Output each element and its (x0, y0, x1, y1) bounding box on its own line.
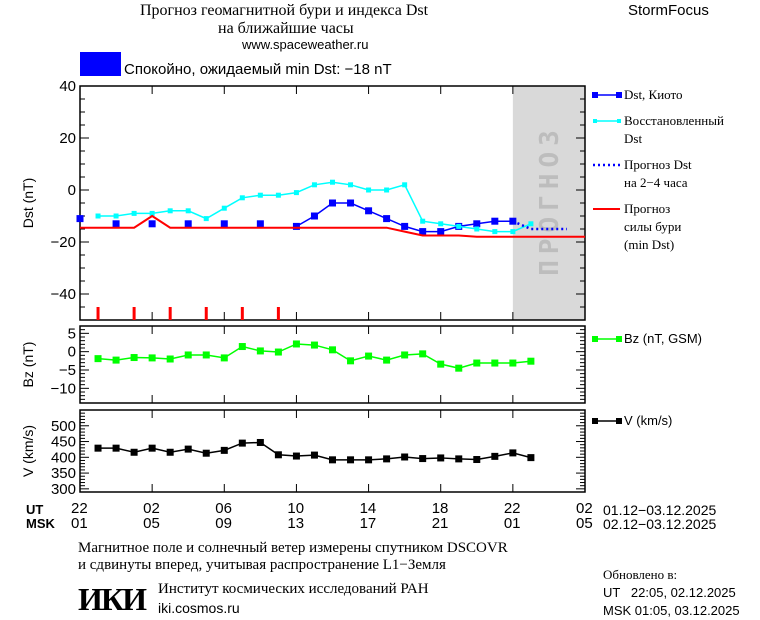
legend-forecast-2: на 2−4 часа (624, 175, 688, 190)
legend-symbol-dst-kyoto-marker (592, 92, 598, 98)
series-Dst,-Киото-point (148, 220, 156, 228)
y-tick-label: −5 (59, 362, 76, 379)
brand-label: StormFocus (628, 2, 709, 19)
chart-subtitle: на ближайшие часы (218, 20, 354, 37)
y-tick-label: 350 (51, 465, 76, 482)
y-tick-label: 0 (68, 344, 76, 361)
legend-restored-2: Dst (624, 131, 643, 146)
status-color-box (80, 52, 121, 76)
y-axis-label: Dst (nT) (20, 178, 36, 229)
legend-symbol-restored-marker (617, 119, 621, 123)
msk-tick-label: 05 (143, 515, 160, 532)
series-Bz-(nT,-GSM)-line (97, 343, 531, 369)
y-tick-label: −40 (51, 286, 76, 303)
legend-restored-1: Восстановленный (624, 113, 724, 128)
legend-storm-2: силы бури (624, 219, 682, 234)
series-Прогноз-силы-бури-(min-Dst)-line (80, 214, 585, 238)
y-tick-label: 500 (51, 418, 76, 435)
series-Dst,-Киото-point (220, 220, 228, 228)
forecast-region (512, 86, 585, 320)
msk-tick-label: 13 (287, 515, 305, 532)
y-tick-label: 450 (51, 434, 76, 451)
y-tick-label: 300 (51, 481, 76, 498)
institute-link[interactable]: iki.cosmos.ru (158, 600, 240, 616)
ut-tick-label: 22 (71, 500, 88, 517)
ut-tick-label: 18 (431, 500, 449, 517)
forecast-region-label: ПРОГНОЗ (535, 124, 565, 276)
legend-symbol-bz-marker (616, 336, 622, 342)
updated-ut: UT 22:05, 02.12.2025 (603, 585, 736, 600)
status-text: Спокойно, ожидаемый min Dst: −18 nT (124, 61, 392, 78)
legend-v: V (km/s) (624, 413, 673, 428)
plot-frame-2 (79, 409, 586, 493)
chart-title: Прогноз геомагнитной бури и индекса Dst (140, 2, 429, 19)
ut-tick-label: 22 (503, 500, 521, 517)
website-link[interactable]: www.spaceweather.ru (242, 37, 369, 52)
y-tick-label: 0 (68, 182, 76, 199)
ut-tick-label: 14 (359, 500, 377, 517)
msk-tick-label: 01 (71, 515, 88, 532)
legend-forecast-1: Прогноз Dst (624, 157, 692, 172)
msk-tick-label: 05 (576, 515, 593, 532)
y-tick-label: −10 (51, 380, 76, 397)
y-tick-label: 20 (59, 130, 76, 147)
series-Прогноз-Dst-на-2−4-часа-line (512, 220, 567, 231)
y-axis-label: Bz (nT) (20, 342, 36, 388)
y-tick-label: −20 (51, 234, 76, 251)
updated-label: Обновлено в: (603, 567, 678, 582)
series-Dst,-Киото-point (76, 215, 84, 223)
series-Dst,-Киото-line (296, 202, 513, 233)
legend-storm-3: (min Dst) (624, 237, 675, 252)
ut-tick-label: 02 (143, 500, 160, 517)
legend-symbol-v-marker (616, 418, 622, 424)
plot-frame-1 (79, 325, 586, 404)
msk-tick-label: 09 (215, 515, 232, 532)
series-Восстановленный-Dst-line (98, 181, 532, 233)
msk-tick-label: 01 (503, 515, 521, 532)
y-tick-label: 5 (68, 325, 76, 342)
updated-msk: MSK 01:05, 03.12.2025 (603, 603, 740, 618)
ut-axis-label: UT (26, 502, 44, 517)
legend-symbol-bz-marker (592, 336, 598, 342)
msk-date-range: 02.12−03.12.2025 (603, 516, 717, 532)
institute-name: Институт космических исследований РАН (158, 581, 429, 597)
msk-axis-label: MSK (26, 516, 55, 531)
footer-note-2: и сдвинуты вперед, учитывая распростране… (78, 557, 446, 573)
series-Dst,-Киото-point (112, 220, 120, 228)
y-tick-label: 40 (59, 78, 76, 95)
ut-tick-label: 06 (215, 500, 232, 517)
legend-bz: Bz (nT, GSM) (624, 331, 703, 346)
series-Dst,-Киото-point (256, 220, 264, 228)
y-tick-label: 400 (51, 449, 76, 466)
y-axis-label: V (km/s) (20, 425, 36, 477)
msk-tick-label: 21 (431, 515, 449, 532)
legend-symbol-v-marker (592, 418, 598, 424)
series-Dst,-Киото-point (184, 220, 192, 228)
iki-logo: ИКИ (78, 581, 147, 617)
legend-symbol-restored-marker (593, 119, 597, 123)
legend-symbol-dst-kyoto-marker (616, 92, 622, 98)
legend-dst-kyoto: Dst, Киото (624, 87, 683, 102)
ut-tick-label: 10 (287, 500, 305, 517)
ut-tick-label: 02 (576, 500, 593, 517)
footer-note-1: Магнитное поле и солнечный ветер измерен… (78, 540, 508, 556)
msk-tick-label: 17 (359, 515, 377, 532)
legend-storm-1: Прогноз (624, 201, 671, 216)
series-V-(km/s)-line (98, 441, 532, 461)
ut-date-range: 01.12−03.12.2025 (603, 502, 717, 518)
